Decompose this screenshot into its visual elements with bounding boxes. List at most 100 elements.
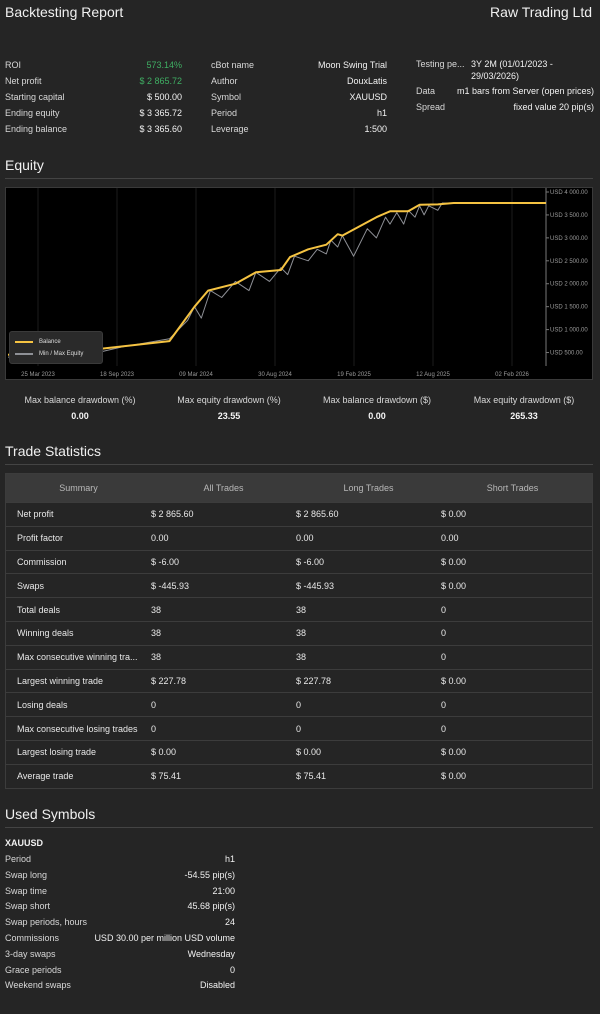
summary-label: Net profit (5, 76, 42, 86)
legend-swatch-balance (15, 341, 33, 343)
summary-row-spread: Spread fixed value 20 pip(s) (416, 99, 594, 115)
drawdown-value: 265.33 (510, 411, 538, 421)
divider (5, 178, 593, 179)
divider (5, 464, 593, 465)
y-tick-label: USD 3 500.00 (550, 213, 588, 219)
summary-value: $ 3 365.72 (139, 108, 182, 118)
summary-label: cBot name (211, 60, 255, 70)
report-title: Backtesting Report (5, 4, 124, 20)
column-header[interactable]: All Trades (203, 483, 244, 493)
equity-chart[interactable]: 25 Mar 2023 18 Sep 2023 09 Mar 2024 30 Aug … (5, 187, 593, 380)
summary-row-author: Author DouxLatis (211, 73, 387, 89)
y-tick-label: USD 2 500.00 (550, 259, 588, 265)
table-cell: 38 (296, 652, 307, 663)
table-cell: $ 0.00 (151, 747, 177, 758)
table-header: Summary All Trades Long Trades Short Tra… (6, 474, 592, 502)
table-cell: $ -445.93 (296, 580, 335, 591)
table-cell: $ -6.00 (296, 556, 325, 567)
detail-label: Period (5, 854, 32, 864)
detail-value: -54.55 pip(s) (184, 869, 235, 880)
detail-value: 0 (229, 964, 235, 975)
summary-row-roi: ROI 573.14% (5, 57, 182, 73)
summary-label: Spread (416, 102, 446, 112)
table-cell: $ 227.78 (151, 675, 187, 686)
legend-item-balance[interactable]: Balance (15, 339, 61, 345)
table-cell: 0 (441, 723, 447, 734)
legend-label: Balance (39, 339, 61, 345)
table-row: Swaps $ -445.93 $ -445.93 $ 0.00 (6, 573, 592, 597)
row-label: Average trade (17, 771, 74, 782)
row-label: Winning deals (17, 628, 74, 639)
x-tick-label: 02 Feb 2026 (495, 372, 529, 378)
x-tick-label: 09 Mar 2024 (179, 372, 213, 378)
x-tick-label: 19 Feb 2025 (337, 372, 371, 378)
summary-label: Testing pe... (416, 59, 465, 69)
symbol-detail-row: Swap short 45.68 pip(s) (5, 898, 235, 914)
detail-value: 21:00 (212, 885, 235, 896)
summary-label: Ending equity (5, 108, 60, 118)
symbol-detail-row: 3-day swaps Wednesday (5, 946, 235, 962)
table-cell: 38 (151, 628, 162, 639)
row-label: Profit factor (17, 533, 64, 544)
detail-value: 45.68 pip(s) (187, 901, 235, 912)
detail-value: h1 (224, 854, 235, 864)
table-cell: 0.00 (296, 533, 314, 544)
table-cell: $ 2 865.60 (151, 509, 194, 520)
y-tick-label: USD 3 000.00 (550, 236, 588, 242)
summary-value: DouxLatis (346, 76, 387, 86)
summary-label: ROI (5, 60, 22, 70)
legend-item-equity[interactable]: Min / Max Equity (15, 351, 83, 357)
table-row: Net profit $ 2 865.60 $ 2 865.60 $ 0.00 (6, 502, 592, 526)
row-label: Net profit (17, 509, 54, 520)
table-cell: $ 75.41 (296, 771, 327, 782)
equity-line (7, 202, 546, 358)
table-cell: 0 (151, 699, 157, 710)
trade-stats-heading: Trade Statistics (5, 443, 101, 459)
table-cell: $ -445.93 (151, 580, 190, 591)
table-row: Max consecutive losing trades 0 0 0 (6, 716, 592, 740)
table-cell: 0 (151, 723, 157, 734)
summary-row-data: Data m1 bars from Server (open prices) (416, 83, 594, 99)
used-symbols-heading: Used Symbols (5, 806, 96, 822)
y-tick-label: USD 1 500.00 (550, 305, 588, 311)
symbol-name: XAUUSD (5, 838, 44, 848)
table-cell: $ 0.00 (296, 747, 322, 758)
row-label: Max consecutive winning tra... (17, 652, 138, 663)
summary-label: Leverage (211, 124, 249, 134)
table-cell: $ 0.00 (441, 509, 467, 520)
row-label: Largest winning trade (17, 675, 104, 686)
summary-value: h1 (376, 108, 387, 118)
x-tick-label: 18 Sep 2023 (100, 372, 135, 378)
table-row: Average trade $ 75.41 $ 75.41 $ 0.00 (6, 763, 592, 788)
detail-value: USD 30.00 per million USD volume (94, 933, 235, 943)
table-row: Total deals 38 38 0 (6, 597, 592, 621)
summary-label: Starting capital (5, 92, 65, 102)
summary-performance: ROI 573.14% Net profit $ 2 865.72 Starting… (5, 57, 182, 137)
summary-value: Moon Swing Trial (317, 60, 387, 70)
table-cell: $ 0.00 (441, 580, 467, 591)
table-cell: $ -6.00 (151, 556, 180, 567)
table-cell: 0 (441, 652, 447, 663)
column-header[interactable]: Short Trades (486, 483, 539, 493)
table-row: Largest winning trade $ 227.78 $ 227.78 $ 0… (6, 668, 592, 693)
table-cell: $ 0.00 (441, 771, 467, 782)
row-label: Total deals (17, 604, 61, 615)
summary-value: $ 500.00 (146, 92, 182, 102)
table-cell: 38 (296, 628, 307, 639)
detail-value: Wednesday (187, 948, 235, 959)
column-header[interactable]: Summary (59, 483, 98, 493)
symbol-detail-row: Swap periods, hours 24 (5, 914, 235, 930)
summary-value: 3Y 2M (01/01/2023 - (471, 59, 553, 69)
table-row: Losing deals 0 0 0 (6, 692, 592, 716)
summary-value: 1:500 (364, 124, 387, 134)
table-cell: $ 2 865.60 (296, 509, 339, 520)
column-header[interactable]: Long Trades (343, 483, 394, 493)
detail-label: Swap time (5, 885, 48, 896)
symbol-detail-row: Weekend swaps Disabled (5, 977, 235, 993)
table-body: Net profit $ 2 865.60 $ 2 865.60 $ 0.00 Prof… (6, 502, 592, 788)
summary-label: Data (416, 86, 436, 96)
row-label: Largest losing trade (17, 747, 97, 758)
summary-value: $ 2 865.72 (139, 76, 182, 86)
summary-cbot: cBot name Moon Swing Trial Author DouxLati… (211, 57, 387, 137)
summary-row-symbol: Symbol XAUUSD (211, 89, 387, 105)
